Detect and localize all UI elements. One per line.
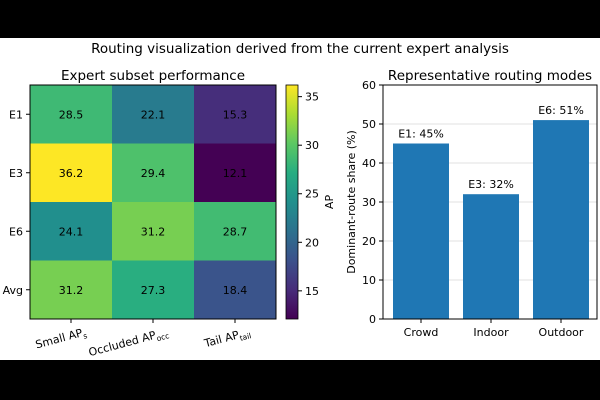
colorbar-tick-label: 20 (305, 236, 319, 249)
bar-chart-title: Representative routing modes (388, 68, 592, 84)
heatmap-cell (112, 260, 195, 320)
heatmap-cell (194, 143, 277, 203)
heatmap-cell (112, 202, 195, 261)
heatmap-row-label: E3 (9, 167, 23, 180)
bar-chart-ytick-label: 50 (362, 118, 376, 131)
heatmap-cell-label: 22.1 (141, 108, 166, 121)
colorbar: 15 20 25 30 35 AP (285, 84, 336, 320)
colorbar-gradient (285, 84, 299, 320)
bar-chart-ytick-label: 40 (362, 157, 376, 170)
heatmap-cell-label: 31.2 (141, 225, 166, 238)
heatmap-row-label: E1 (9, 108, 23, 121)
heatmap-cell (30, 260, 113, 320)
figure: Routing visualization derived from the c… (0, 38, 600, 360)
bar-value-label: E3: 32% (468, 178, 514, 191)
bar-chart-ytick-label: 10 (362, 274, 376, 287)
bar (393, 143, 449, 319)
bar-chart: Representative routing modes E1: 45% E3: … (345, 68, 598, 339)
bar-chart-ytick-label: 20 (362, 235, 376, 248)
heatmap-col-label: Tail APtail (202, 325, 252, 352)
heatmap-cell (30, 143, 113, 203)
heatmap-row-label: E6 (9, 225, 23, 238)
heatmap-cell-label: 29.4 (141, 167, 166, 180)
bar (463, 194, 519, 319)
heatmap-cell-label: 18.4 (223, 284, 248, 297)
figure-canvas: Routing visualization derived from the c… (3, 41, 598, 360)
heatmap-cell-label: 27.3 (141, 284, 166, 297)
heatmap-cell (194, 260, 277, 320)
heatmap-cell-label: 36.2 (59, 167, 84, 180)
colorbar-tick-label: 25 (305, 188, 319, 201)
bar-chart-ytick-label: 30 (362, 196, 376, 209)
bar-value-label: E1: 45% (398, 128, 444, 141)
heatmap-cell-label: 12.1 (223, 167, 248, 180)
heatmap-row-label: Avg (3, 284, 23, 297)
bar-chart-ytick-label: 0 (369, 313, 376, 326)
bar-chart-ylabel: Dominant-route share (%) (345, 130, 358, 274)
heatmap-cell-label: 24.1 (59, 225, 84, 238)
heatmap-cell (30, 85, 113, 144)
bar-chart-xtick-label: Crowd (404, 326, 439, 339)
heatmap-cell (112, 85, 195, 144)
figure-title: Routing visualization derived from the c… (91, 41, 509, 57)
heatmap-col-label: Small APs (34, 325, 88, 353)
heatmap-cell (194, 85, 277, 144)
bar-chart-ytick-label: 60 (362, 79, 376, 92)
bar (533, 120, 589, 319)
heatmap-cell (112, 143, 195, 203)
heatmap-cell-label: 28.5 (59, 108, 84, 121)
heatmap-cell (194, 202, 277, 261)
colorbar-label: AP (323, 195, 336, 210)
colorbar-tick-label: 15 (305, 285, 319, 298)
bar-chart-xtick-label: Outdoor (539, 326, 584, 339)
heatmap-cell-label: 28.7 (223, 225, 248, 238)
heatmap-cell-label: 15.3 (223, 108, 248, 121)
heatmap-cell (30, 202, 113, 261)
heatmap-chart: Expert subset performance 28.5 22.1 15.3 36… (3, 68, 277, 360)
bar-value-label: E6: 51% (538, 104, 584, 117)
heatmap-title: Expert subset performance (61, 68, 245, 84)
colorbar-tick-label: 30 (305, 139, 319, 152)
bar-chart-xtick-label: Indoor (473, 326, 509, 339)
colorbar-tick-label: 35 (305, 91, 319, 104)
heatmap-cell-label: 31.2 (59, 284, 84, 297)
heatmap-col-label: Occluded APocc (87, 325, 170, 360)
